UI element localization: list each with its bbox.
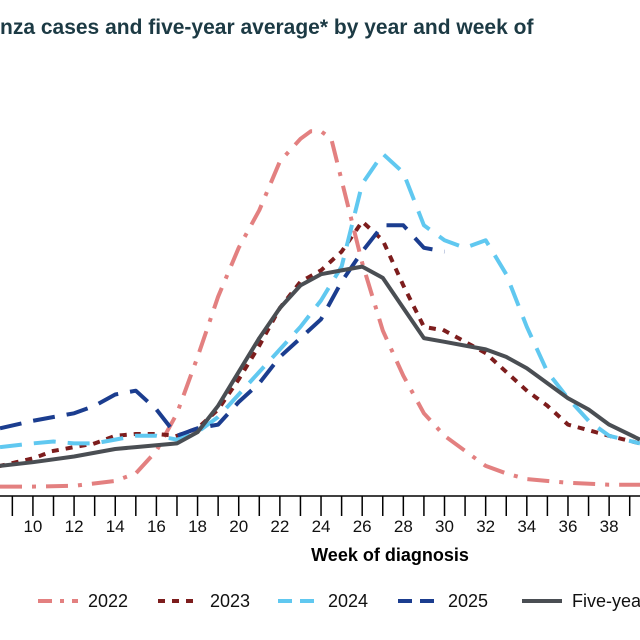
series-line-2022 [0,129,640,489]
series-line-five-year-average [0,264,640,468]
series-line-2025 [0,223,445,438]
x-tick-label: 36 [559,517,578,536]
x-tick-label: 16 [147,517,166,536]
legend-label-2025: 2025 [448,591,488,611]
legend-label-five-year-average: Five-year average* [572,591,640,611]
x-tick-label: 14 [106,517,125,536]
x-tick-label: 26 [353,517,372,536]
x-tick-label: 34 [517,517,536,536]
x-tick-label: 38 [600,517,619,536]
legend-label-2023: 2023 [210,591,250,611]
x-tick-label: 18 [188,517,207,536]
legend-label-2022: 2022 [88,591,128,611]
chart-title: nza cases and five-year average* by year… [0,16,534,39]
x-axis-ticks: 10 12 14 16 18 20 22 24 26 28 30 32 34 36 38 [11,496,631,536]
x-tick-label: 24 [312,517,331,536]
x-tick-label: 32 [476,517,495,536]
series-line-2023 [0,219,640,468]
series-line-2024 [0,151,640,450]
x-tick-label: 20 [229,517,248,536]
x-tick-label: 10 [23,517,42,536]
legend-label-2024: 2024 [328,591,368,611]
x-tick-label: 30 [435,517,454,536]
x-tick-label: 28 [394,517,413,536]
x-axis-label: Week of diagnosis [311,545,469,565]
series-layer [0,129,640,489]
legend: 2022 2023 2024 2025 Five-year average* [38,591,640,611]
x-tick-label: 12 [65,517,84,536]
x-tick-label: 22 [270,517,289,536]
